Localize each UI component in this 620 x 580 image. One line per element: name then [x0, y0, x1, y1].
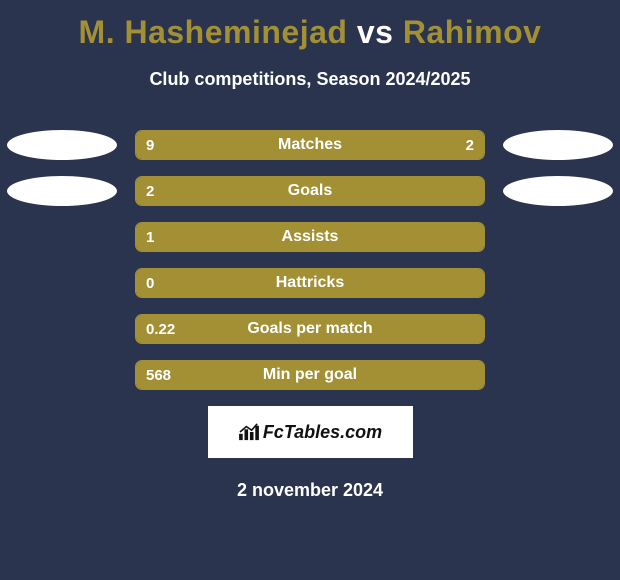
- player2-name: Rahimov: [403, 14, 542, 50]
- stat-row: 0Hattricks: [0, 268, 620, 298]
- stat-label: Hattricks: [136, 269, 484, 297]
- ellipse-left: [7, 176, 117, 206]
- subtitle: Club competitions, Season 2024/2025: [0, 69, 620, 90]
- brand-text: FcTables.com: [238, 422, 382, 443]
- right-slot: [503, 222, 613, 252]
- date-text: 2 november 2024: [0, 480, 620, 501]
- bar-track: 568Min per goal: [135, 360, 485, 390]
- right-slot: [503, 176, 613, 206]
- stat-value-right: 2: [466, 131, 474, 159]
- bar-track: 0.22Goals per match: [135, 314, 485, 344]
- ellipse-left: [7, 130, 117, 160]
- player1-name: M. Hasheminejad: [79, 14, 348, 50]
- ellipse-right: [503, 130, 613, 160]
- right-slot: [503, 314, 613, 344]
- stat-row: 2Goals: [0, 176, 620, 206]
- bar-track: 9Matches2: [135, 130, 485, 160]
- stat-label: Matches: [136, 131, 484, 159]
- brand-label: FcTables.com: [263, 422, 382, 443]
- left-slot: [7, 314, 117, 344]
- bar-track: 0Hattricks: [135, 268, 485, 298]
- brand-box: FcTables.com: [208, 406, 413, 458]
- left-slot: [7, 222, 117, 252]
- ellipse-right: [503, 176, 613, 206]
- stat-row: 1Assists: [0, 222, 620, 252]
- stat-row: 9Matches2: [0, 130, 620, 160]
- stats-bars: 9Matches22Goals1Assists0Hattricks0.22Goa…: [0, 130, 620, 390]
- bar-track: 2Goals: [135, 176, 485, 206]
- bar-track: 1Assists: [135, 222, 485, 252]
- right-slot: [503, 268, 613, 298]
- left-slot: [7, 130, 117, 160]
- left-slot: [7, 176, 117, 206]
- stat-label: Min per goal: [136, 361, 484, 389]
- left-slot: [7, 268, 117, 298]
- stat-label: Goals per match: [136, 315, 484, 343]
- stat-row: 568Min per goal: [0, 360, 620, 390]
- right-slot: [503, 130, 613, 160]
- vs-text: vs: [357, 14, 394, 50]
- chart-icon: [238, 423, 260, 441]
- stat-label: Assists: [136, 223, 484, 251]
- right-slot: [503, 360, 613, 390]
- left-slot: [7, 360, 117, 390]
- stat-row: 0.22Goals per match: [0, 314, 620, 344]
- stat-label: Goals: [136, 177, 484, 205]
- comparison-title: M. Hasheminejad vs Rahimov: [0, 0, 620, 51]
